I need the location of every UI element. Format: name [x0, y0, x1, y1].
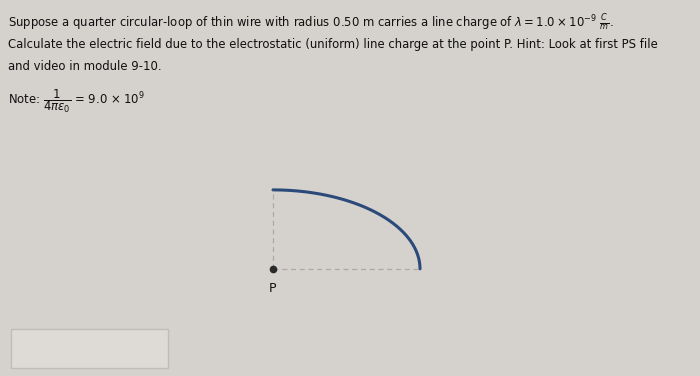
Text: and video in module 9-10.: and video in module 9-10. [8, 60, 162, 73]
Text: Note: $\dfrac{1}{4\pi\epsilon_0}$ = 9.0 $\times$ 10$^{9}$: Note: $\dfrac{1}{4\pi\epsilon_0}$ = 9.0 … [8, 87, 146, 115]
Text: P: P [270, 282, 276, 295]
Text: Suppose a quarter circular-loop of thin wire with radius 0.50 m carries a line c: Suppose a quarter circular-loop of thin … [8, 13, 614, 33]
FancyBboxPatch shape [10, 329, 168, 368]
Text: Calculate the electric field due to the electrostatic (uniform) line charge at t: Calculate the electric field due to the … [8, 38, 658, 51]
